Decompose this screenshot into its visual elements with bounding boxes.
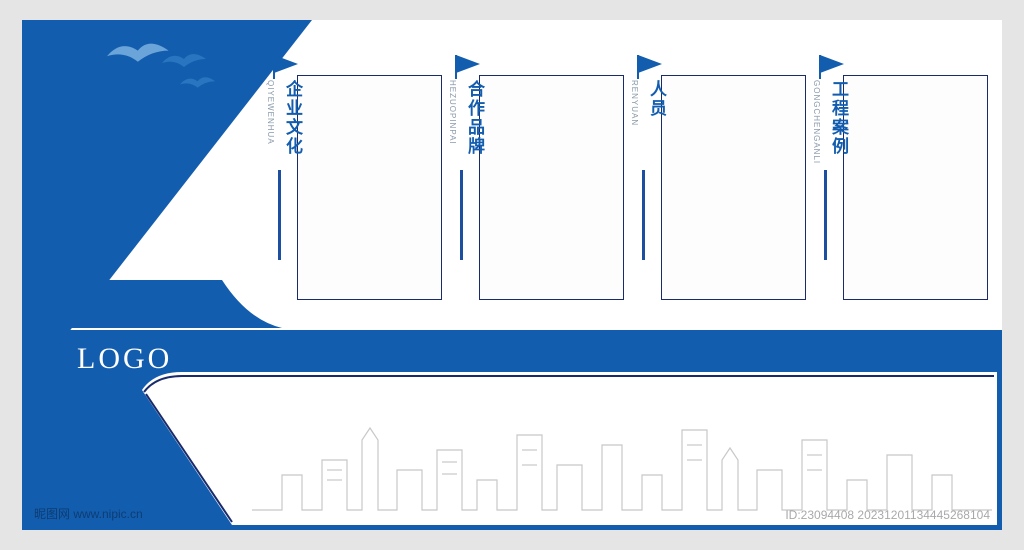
design-canvas: LOGO 企业文化 QIYEWENHUA 合作品牌 HEZUOPINPAI 人员 RENY…	[22, 20, 1002, 530]
section-title-pinyin: HEZUOPINPAI	[448, 80, 457, 145]
section-title-pinyin: QIYEWENHUA	[266, 80, 275, 145]
section-title-pinyin: RENYUAN	[630, 80, 639, 126]
content-panel	[297, 75, 442, 300]
section-title-pinyin: GONGCHENGANLI	[812, 80, 821, 164]
watermark-right: ID:23094408 20231201134445268104	[785, 508, 990, 522]
section-title-cn: 企业文化	[280, 80, 305, 156]
lower-white-panel	[142, 372, 997, 525]
accent-line	[824, 170, 827, 260]
accent-line	[278, 170, 281, 260]
content-panel	[843, 75, 988, 300]
accent-line	[460, 170, 463, 260]
content-panel	[661, 75, 806, 300]
section-title-cn: 合作品牌	[462, 80, 487, 156]
section-title-cn: 工程案例	[826, 80, 851, 156]
logo-text: LOGO	[77, 342, 172, 376]
watermark-left: 昵图网 www.nipic.cn	[34, 505, 143, 522]
accent-line	[642, 170, 645, 260]
content-panel	[479, 75, 624, 300]
section-title-cn: 人员	[644, 80, 669, 118]
